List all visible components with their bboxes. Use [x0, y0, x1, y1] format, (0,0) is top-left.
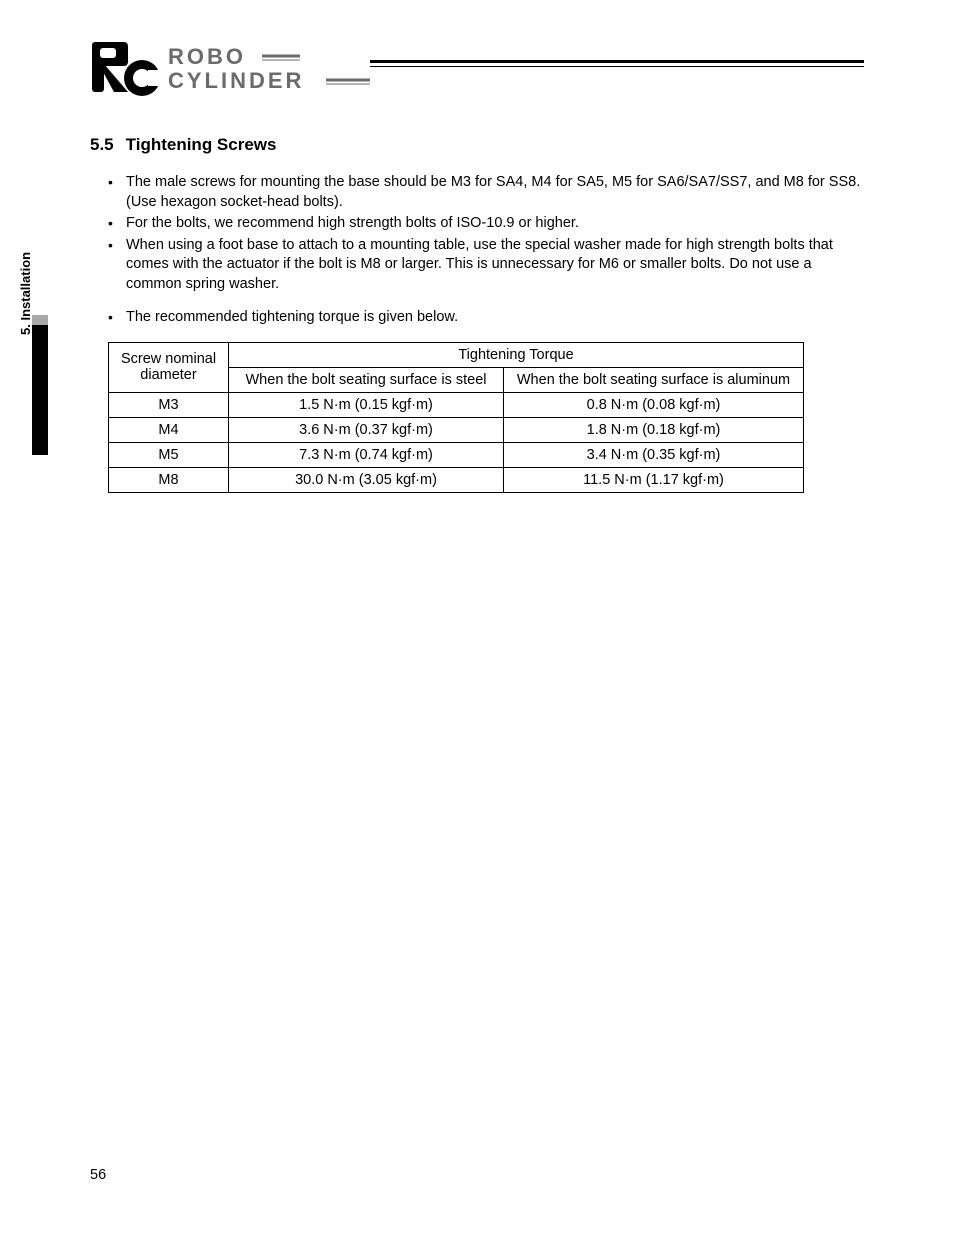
th-steel: When the bolt seating surface is steel [229, 367, 504, 392]
cell-diameter: M3 [109, 392, 229, 417]
brand-line1: ROBO [168, 44, 246, 69]
page-number: 56 [90, 1167, 106, 1183]
bullet-item: For the bolts, we recommend high strengt… [108, 214, 864, 234]
section-heading: 5.5 Tightening Screws [90, 135, 864, 155]
brand-logo: ROBO CYLINDER [90, 40, 370, 101]
cell-aluminum: 11.5 N·m (1.17 kgf·m) [504, 467, 804, 492]
brand-line2: CYLINDER [168, 68, 304, 93]
th-screw-diameter: Screw nominal diameter [109, 342, 229, 392]
cell-steel: 30.0 N·m (3.05 kgf·m) [229, 467, 504, 492]
bullet-list-secondary: The recommended tightening torque is giv… [108, 308, 864, 328]
torque-table: Screw nominal diameter Tightening Torque… [108, 342, 804, 493]
cell-diameter: M4 [109, 417, 229, 442]
cell-steel: 1.5 N·m (0.15 kgf·m) [229, 392, 504, 417]
section-number: 5.5 [90, 135, 114, 154]
table-row: M4 3.6 N·m (0.37 kgf·m) 1.8 N·m (0.18 kg… [109, 417, 804, 442]
cell-steel: 3.6 N·m (0.37 kgf·m) [229, 417, 504, 442]
bullet-item: When using a foot base to attach to a mo… [108, 236, 864, 295]
table-row: M8 30.0 N·m (3.05 kgf·m) 11.5 N·m (1.17 … [109, 467, 804, 492]
cell-steel: 7.3 N·m (0.74 kgf·m) [229, 442, 504, 467]
cell-aluminum: 1.8 N·m (0.18 kgf·m) [504, 417, 804, 442]
cell-aluminum: 0.8 N·m (0.08 kgf·m) [504, 392, 804, 417]
th-aluminum: When the bolt seating surface is aluminu… [504, 367, 804, 392]
cell-diameter: M8 [109, 467, 229, 492]
page: ROBO CYLINDER 5.5 Tightening Screws The m… [0, 0, 954, 1235]
bullet-list-primary: The male screws for mounting the base sh… [108, 173, 864, 294]
bullet-item: The recommended tightening torque is giv… [108, 308, 864, 328]
table-row: M5 7.3 N·m (0.74 kgf·m) 3.4 N·m (0.35 kg… [109, 442, 804, 467]
cell-aluminum: 3.4 N·m (0.35 kgf·m) [504, 442, 804, 467]
table-row: M3 1.5 N·m (0.15 kgf·m) 0.8 N·m (0.08 kg… [109, 392, 804, 417]
bullet-item: The male screws for mounting the base sh… [108, 173, 864, 212]
cell-diameter: M5 [109, 442, 229, 467]
th-tightening-torque: Tightening Torque [229, 342, 804, 367]
section-title: Tightening Screws [126, 135, 277, 154]
page-header: ROBO CYLINDER [90, 40, 864, 115]
